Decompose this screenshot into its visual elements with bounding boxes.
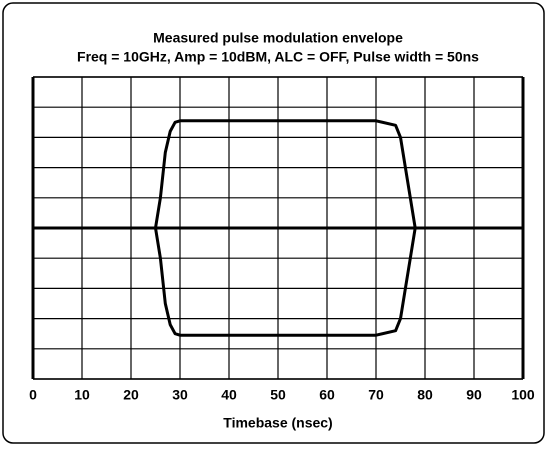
- frame: [2, 2, 545, 444]
- chart-title: Measured pulse modulation envelope: [153, 30, 403, 46]
- x-tick-label: 20: [123, 387, 139, 403]
- x-axis-label: Timebase (nsec): [223, 415, 332, 431]
- x-tick-label: 40: [221, 387, 237, 403]
- x-tick-label: 100: [511, 387, 535, 403]
- x-tick-label: 30: [172, 387, 188, 403]
- envelope-line: [33, 226, 523, 337]
- x-tick-label: 80: [417, 387, 433, 403]
- x-tick-label: 60: [319, 387, 335, 403]
- envelope-line: [33, 119, 523, 230]
- x-tick-label: 50: [270, 387, 286, 403]
- chart-subtitle: Freq = 10GHz, Amp = 10dBM, ALC = OFF, Pu…: [77, 49, 479, 65]
- x-tick-label: 70: [368, 387, 384, 403]
- x-tick-label: 90: [466, 387, 482, 403]
- x-tick-label: 10: [74, 387, 90, 403]
- x-tick-label: 0: [29, 387, 37, 403]
